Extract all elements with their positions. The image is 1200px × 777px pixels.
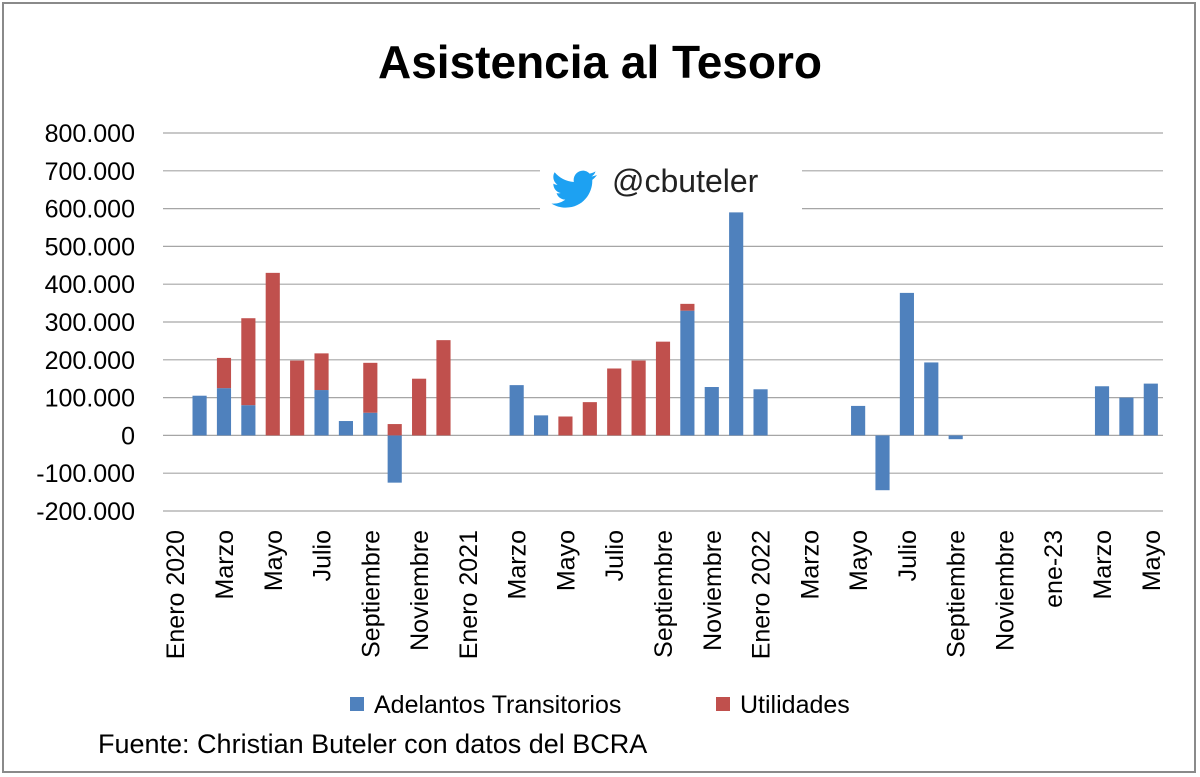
- watermark-handle: @cbuteler: [612, 163, 759, 199]
- bar-utilidades: [655, 341, 671, 436]
- bar-adelantos: [241, 405, 256, 436]
- bar-utilidades: [265, 272, 280, 436]
- y-tick-label: 300.000: [45, 309, 135, 337]
- bar-utilidades: [412, 378, 427, 436]
- bar-adelantos: [192, 395, 207, 436]
- bar-utilidades: [387, 424, 402, 436]
- y-tick-label: 600.000: [45, 196, 135, 224]
- x-tick-label: Marzo: [211, 530, 239, 599]
- y-tick-label: 200.000: [45, 347, 135, 375]
- legend: Adelantos Transitorios Utilidades: [350, 691, 850, 719]
- bar-utilidades: [680, 303, 695, 311]
- bar-adelantos: [753, 389, 768, 436]
- bar-utilidades: [216, 357, 232, 389]
- x-tick-label: Julio: [894, 530, 922, 581]
- bar-utilidades: [241, 318, 256, 406]
- bar-utilidades: [582, 402, 597, 436]
- bar-utilidades: [558, 416, 573, 436]
- legend-label: Adelantos Transitorios: [374, 691, 621, 719]
- bar-adelantos: [314, 390, 329, 436]
- bar-utilidades: [363, 362, 378, 413]
- bar-adelantos: [387, 435, 402, 483]
- y-tick-label: -200.000: [36, 498, 135, 526]
- y-tick-label: 700.000: [45, 158, 135, 186]
- x-tick-label: Mayo: [552, 530, 580, 591]
- x-tick-label: Septiembre: [650, 530, 678, 658]
- bar-adelantos: [704, 387, 719, 436]
- x-tick-label: Mayo: [1138, 530, 1166, 591]
- bar-utilidades: [314, 353, 329, 391]
- bar-utilidades: [631, 360, 646, 436]
- x-axis-ticks: Enero 2020 Marzo Mayo Julio Septiembre Noviem…: [162, 530, 1166, 659]
- bar-utilidades: [290, 360, 305, 436]
- x-tick-label: Mayo: [845, 530, 873, 591]
- x-tick-label: Noviembre: [699, 530, 727, 651]
- bar-adelantos: [363, 412, 378, 436]
- x-tick-label: Septiembre: [357, 530, 385, 658]
- bar-adelantos: [729, 212, 744, 436]
- bar-adelantos: [216, 388, 232, 436]
- x-tick-label: Noviembre: [991, 530, 1019, 651]
- y-tick-label: 0: [121, 422, 135, 450]
- bar-adelantos: [875, 435, 890, 491]
- chart-title: Asistencia al Tesoro: [378, 36, 822, 88]
- x-tick-label: Enero 2021: [455, 530, 483, 659]
- x-tick-label: Marzo: [796, 530, 824, 599]
- legend-swatch: [350, 697, 364, 711]
- bar-adelantos: [509, 385, 524, 436]
- x-tick-label: Mayo: [260, 530, 288, 591]
- bar-adelantos: [1119, 397, 1134, 436]
- x-tick-label: ene-23: [1040, 530, 1068, 608]
- bar-utilidades: [607, 368, 622, 436]
- bar-adelantos: [1094, 386, 1110, 436]
- x-tick-label: Noviembre: [406, 530, 434, 651]
- x-tick-label: Julio: [601, 530, 629, 581]
- bar-adelantos: [338, 421, 353, 436]
- watermark: @cbuteler: [540, 160, 802, 210]
- bars: [192, 212, 1158, 491]
- bar-utilidades: [436, 340, 451, 436]
- x-tick-label: Enero 2020: [162, 530, 190, 659]
- legend-swatch: [716, 697, 730, 711]
- y-axis-ticks: 800.000 700.000 600.000 500.000 400.000 300.0…: [36, 120, 135, 526]
- bar-adelantos: [899, 292, 914, 436]
- x-tick-label: Septiembre: [943, 530, 971, 658]
- legend-item-utilidades: Utilidades: [716, 691, 850, 719]
- bar-adelantos: [1143, 383, 1158, 436]
- x-tick-label: Enero 2022: [748, 530, 776, 659]
- bar-adelantos: [924, 362, 939, 436]
- x-tick-label: Marzo: [504, 530, 532, 599]
- bar-adelantos: [533, 415, 549, 436]
- x-tick-label: Marzo: [1089, 530, 1117, 599]
- bar-adelantos: [680, 310, 695, 436]
- y-tick-label: 400.000: [45, 271, 135, 299]
- bar-adelantos: [851, 405, 866, 436]
- source-note: Fuente: Christian Buteler con datos del …: [98, 729, 647, 759]
- y-tick-label: 800.000: [45, 120, 135, 148]
- y-tick-label: 500.000: [45, 233, 135, 261]
- x-tick-label: Julio: [309, 530, 337, 581]
- y-tick-label: 100.000: [45, 385, 135, 413]
- legend-item-adelantos: Adelantos Transitorios: [350, 691, 621, 719]
- y-tick-label: -100.000: [36, 460, 135, 488]
- legend-label: Utilidades: [740, 691, 850, 719]
- twitter-bird-icon: [551, 170, 597, 208]
- bar-adelantos: [948, 435, 963, 440]
